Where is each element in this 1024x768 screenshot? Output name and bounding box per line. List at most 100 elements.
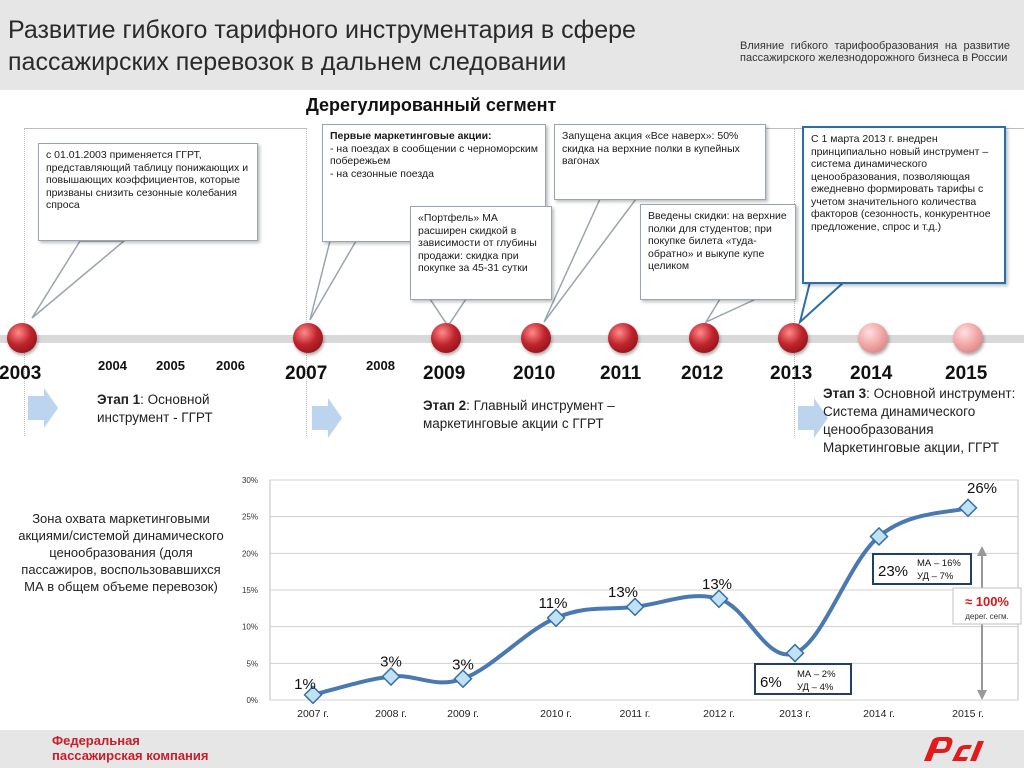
growth-sub: дерег. сегм. bbox=[965, 612, 1009, 621]
callout-marketing-head: Первые маркетинговые акции: bbox=[330, 130, 492, 142]
timeline-year-2012: 2012 bbox=[681, 363, 724, 384]
y-tick-0: 0% bbox=[246, 696, 258, 705]
point-2014 г. bbox=[869, 526, 889, 547]
footer-band bbox=[0, 730, 1024, 768]
series-line bbox=[311, 505, 970, 697]
stage-2-num: Этап 2 bbox=[423, 398, 467, 413]
stage-1-text: : Основной инструмент - ГГРТ bbox=[97, 392, 213, 425]
y-tick-3: 15% bbox=[242, 586, 258, 595]
pointer-2010 bbox=[543, 198, 638, 323]
timeline-marker-2007 bbox=[293, 323, 323, 353]
company-line-1: Федеральная bbox=[52, 733, 140, 748]
divider-2007 bbox=[306, 128, 307, 436]
stage-2-text: : Главный инструмент – маркетинговые акц… bbox=[423, 398, 615, 431]
y-tick-6: 30% bbox=[242, 476, 258, 485]
page-subtitle: Влияние гибкого тарифообразования на раз… bbox=[740, 40, 1010, 64]
coverage-chart: 0% 5% 10% 15% 20% 25% 30% 2007 г. 2008 г. 2009 г.… bbox=[242, 476, 1022, 720]
data-label-1: 3% bbox=[380, 654, 402, 671]
pointer-2003 bbox=[31, 240, 127, 319]
timeline-year-2014: 2014 bbox=[850, 363, 893, 384]
timeline-marker-2012 bbox=[689, 323, 719, 353]
point-2015 г. bbox=[958, 498, 978, 518]
pointer-2013 bbox=[798, 281, 847, 325]
annotation-2013-ma: МА – 2% bbox=[797, 669, 836, 680]
x-tick-5: 2012 г. bbox=[703, 708, 735, 720]
timeline-marker-2011 bbox=[608, 323, 638, 353]
timeline-year-2009: 2009 bbox=[423, 363, 466, 384]
callout-marketing-item-1: - на поездах в сообщении с черноморским … bbox=[330, 142, 538, 168]
timeline-marker-2014 bbox=[858, 323, 888, 353]
box-2013 bbox=[754, 663, 852, 695]
timeline-marker-2010 bbox=[521, 323, 551, 353]
divider-2003 bbox=[24, 128, 25, 436]
timeline-year-2013: 2013 bbox=[770, 363, 813, 384]
annotation-2014-ud: УД – 7% bbox=[917, 571, 954, 582]
stage-1-num: Этап 1 bbox=[97, 392, 141, 407]
growth-box bbox=[952, 587, 1022, 625]
y-tick-1: 5% bbox=[246, 659, 258, 668]
box-2014 bbox=[872, 553, 972, 585]
timeline-marker-2003 bbox=[7, 323, 37, 353]
timeline-year-2008: 2008 bbox=[366, 358, 395, 373]
callout-2013: С 1 марта 2013 г. внедрен принципиально … bbox=[802, 126, 1006, 284]
stage-2: Этап 2: Главный инструмент – маркетингов… bbox=[423, 397, 653, 433]
company-name: Федеральная пассажирская компания bbox=[52, 733, 208, 763]
x-tick-0: 2007 г. bbox=[297, 708, 329, 720]
point-2008 г. bbox=[381, 666, 401, 687]
y-tick-2: 10% bbox=[242, 623, 258, 632]
stage-3-arrow bbox=[798, 398, 828, 438]
pointer-2012 bbox=[704, 298, 757, 324]
timeline-year-2005: 2005 bbox=[156, 358, 185, 373]
company-line-2: пассажирская компания bbox=[52, 748, 209, 763]
header-band bbox=[0, 0, 1024, 90]
growth-arrow-top bbox=[977, 546, 987, 556]
point-2010 г. bbox=[546, 608, 566, 628]
timeline-marker-2013 bbox=[778, 323, 808, 353]
timeline-bar bbox=[0, 335, 1024, 343]
data-label-4: 13% bbox=[608, 584, 638, 601]
point-2007 г. bbox=[303, 685, 323, 705]
timeline-year-2004: 2004 bbox=[98, 358, 127, 373]
stage-1: Этап 1: Основной инструмент - ГГРТ bbox=[97, 391, 257, 427]
segment-bracket-left bbox=[24, 128, 306, 129]
x-tick-7: 2014 г. bbox=[863, 708, 895, 720]
stage-3-num: Этап 3 bbox=[823, 386, 867, 401]
callout-2003: с 01.01.2003 применяется ГГРТ, представл… bbox=[38, 143, 258, 241]
data-label-8: 26% bbox=[967, 480, 997, 497]
callout-vse-naverh: Запущена акция «Все наверх»: 50% скидка … bbox=[554, 124, 766, 200]
point-2012 г. bbox=[709, 589, 729, 609]
y-tick-5: 25% bbox=[242, 513, 258, 522]
callout-marketing-item-2: - на сезонные поезда bbox=[330, 167, 434, 180]
data-label-7: 23% bbox=[878, 563, 908, 580]
point-2013 г. bbox=[785, 643, 805, 663]
data-label-2: 3% bbox=[452, 657, 474, 674]
data-label-3: 11% bbox=[539, 595, 568, 612]
segment-title: Дерегулированный сегмент bbox=[306, 95, 557, 115]
callout-skidki: Введены скидки: на верхние полки для сту… bbox=[640, 204, 796, 300]
pointer-2007 bbox=[309, 240, 358, 321]
annotation-2013-ud: УД – 4% bbox=[797, 682, 834, 693]
pointer-2009 bbox=[428, 298, 468, 328]
x-tick-3: 2010 г. bbox=[540, 708, 572, 720]
point-2011 г. bbox=[625, 597, 645, 617]
y-tick-4: 20% bbox=[242, 549, 258, 558]
timeline-year-2007: 2007 bbox=[285, 363, 328, 384]
x-tick-4: 2011 г. bbox=[620, 708, 651, 720]
data-label-5: 13% bbox=[702, 576, 732, 593]
data-label-6: 6% bbox=[760, 674, 782, 691]
page-title: Развитие гибкого тарифного инструментари… bbox=[8, 16, 636, 76]
stage-3-text: : Основной инструмент: Система динамичес… bbox=[823, 386, 1016, 455]
x-tick-8: 2015 г. bbox=[952, 708, 984, 720]
x-tick-1: 2008 г. bbox=[375, 708, 407, 720]
stage-3: Этап 3: Основной инструмент: Система дин… bbox=[823, 385, 1023, 457]
stage-1-arrow bbox=[28, 388, 58, 428]
timeline-year-2010: 2010 bbox=[513, 363, 556, 384]
point-2009 г. bbox=[453, 669, 473, 689]
x-tick-2: 2009 г. bbox=[447, 708, 479, 720]
stage-2-arrow bbox=[312, 398, 342, 438]
timeline-marker-2015 bbox=[953, 323, 983, 353]
timeline-year-2006: 2006 bbox=[216, 358, 245, 373]
timeline-marker-2009 bbox=[431, 323, 461, 353]
annotation-2014-ma: МА – 16% bbox=[917, 558, 961, 569]
callout-portfel: «Портфель» МА расширен скидкой в зависим… bbox=[410, 206, 552, 300]
